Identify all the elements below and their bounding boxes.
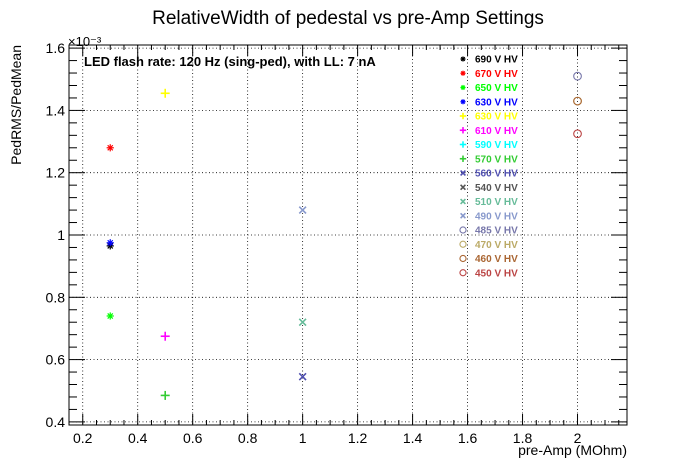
legend-label: 470 V HV — [475, 240, 518, 251]
y-tick-label: 1.6 — [46, 40, 66, 56]
legend-label: 485 V HV — [475, 226, 518, 237]
legend-marker — [460, 70, 466, 76]
legend-label: 450 V HV — [475, 268, 518, 279]
legend-marker — [459, 112, 467, 120]
y-tick-label: 0.4 — [46, 414, 66, 430]
data-point — [298, 318, 307, 327]
x-tick-label: 1 — [299, 430, 307, 446]
legend-marker — [459, 254, 467, 263]
chart-title: RelativeWidth of pedestal vs pre-Amp Set… — [152, 8, 544, 29]
x-tick-label: 0.8 — [238, 430, 258, 446]
axis-ticks — [68, 45, 627, 425]
data-point — [106, 312, 114, 320]
x-tick-label: 1.8 — [513, 430, 533, 446]
data-point — [160, 331, 170, 341]
legend-marker — [460, 56, 466, 62]
y-tick-label: 0.6 — [46, 352, 66, 368]
x-tick-label: 0.6 — [183, 430, 203, 446]
y-tick-label: 0.8 — [46, 289, 66, 305]
data-point — [160, 390, 170, 400]
legend-marker — [460, 99, 466, 105]
x-tick-label: 1.4 — [403, 430, 423, 446]
data-point — [298, 206, 307, 215]
legend-marker — [459, 240, 467, 248]
legend-label: 570 V HV — [475, 154, 518, 165]
data-point — [298, 372, 307, 381]
y-tick-label: 1.2 — [46, 165, 66, 181]
y-axis-label: PedRMS/PedMean — [8, 45, 24, 165]
data-point — [573, 96, 582, 106]
data-point — [106, 239, 114, 247]
grid — [69, 45, 627, 425]
legend-marker — [460, 170, 466, 176]
y-tick-label: 1 — [57, 227, 65, 243]
legend-label: 590 V HV — [475, 140, 518, 151]
data-point — [573, 129, 582, 139]
legend-marker — [459, 127, 467, 134]
legend-label: 630 V HV — [475, 97, 518, 108]
legend-label: 630 V HV — [475, 112, 518, 123]
legend-label: 510 V HV — [475, 197, 518, 208]
axis-tick-labels: 0.2 0.4 0.6 0.8 1 1.2 1.4 1.6 1.8 2 0.4 0.6 0.8 1 1.2 1… — [46, 40, 582, 446]
legend-label: 490 V HV — [475, 211, 518, 222]
legend-marker — [459, 226, 467, 234]
legend-marker — [460, 84, 466, 91]
x-tick-label: 0.4 — [128, 430, 148, 446]
legend-marker — [459, 269, 467, 277]
data-points — [106, 71, 582, 400]
x-tick-label: 0.2 — [73, 430, 93, 446]
legend-marker — [460, 198, 466, 205]
y-axis-exponent: ×10⁻³ — [68, 34, 102, 49]
legend-label: 560 V HV — [475, 169, 518, 180]
legend-label: 670 V HV — [475, 69, 518, 80]
data-point — [573, 71, 582, 81]
legend-label: 610 V HV — [475, 126, 518, 137]
x-tick-label: 1.6 — [458, 430, 478, 446]
data-point — [160, 88, 170, 98]
legend-marker — [459, 155, 467, 162]
legend: 690 V HV 670 V HV 650 V HV 630 V HV 630 V HV… — [459, 55, 518, 279]
x-tick-label: 1.2 — [348, 430, 368, 446]
legend-marker — [460, 184, 466, 191]
y-tick-label: 1.4 — [46, 102, 66, 118]
x-axis-label: pre-Amp (MOhm) — [518, 442, 627, 458]
legend-marker — [459, 141, 467, 148]
legend-label: 690 V HV — [475, 55, 518, 66]
x-tick-label: 2 — [574, 430, 582, 446]
legend-label: 540 V HV — [475, 183, 518, 194]
plot-annotation: LED flash rate: 120 Hz (sing-ped), with … — [84, 54, 376, 69]
legend-marker — [460, 212, 466, 219]
legend-label: 460 V HV — [475, 254, 518, 265]
data-point — [106, 144, 114, 152]
legend-label: 650 V HV — [475, 83, 518, 94]
